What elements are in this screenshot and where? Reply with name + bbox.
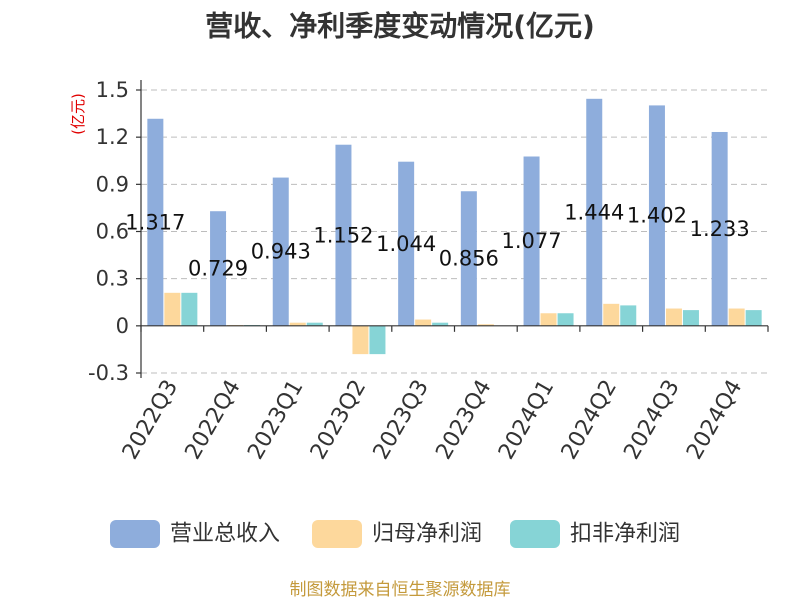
legend-swatch-deducted-net-profit	[510, 520, 560, 548]
data-label: 1.317	[125, 210, 185, 234]
revenue-bar	[648, 105, 665, 326]
net-profit-bar	[665, 308, 682, 326]
revenue-bar	[586, 98, 603, 326]
axes	[136, 80, 769, 378]
revenue-bar	[523, 156, 540, 326]
deducted-net-profit-bar	[745, 310, 762, 326]
data-label: 1.233	[690, 217, 750, 241]
y-tick-label: 1.5	[96, 78, 129, 102]
data-label: 1.044	[376, 232, 436, 256]
y-axis-tick-labels: 1.5 1.2 0.9 0.6 0.3 0 -0.3	[88, 78, 129, 385]
deducted-net-profit-bar	[620, 305, 637, 326]
data-label: 1.077	[501, 229, 561, 253]
legend-label-net-profit: 归母净利润	[372, 522, 482, 547]
x-tick-label: 2024Q4	[682, 376, 747, 464]
net-profit-bar	[603, 303, 620, 326]
revenue-bar	[398, 161, 415, 326]
net-profit-bar	[415, 319, 432, 326]
data-label: 0.729	[188, 257, 248, 281]
legend-swatch-net-profit	[312, 520, 362, 548]
y-tick-label: 0.6	[96, 220, 129, 244]
revenue-bar	[460, 191, 477, 326]
x-tick-label: 2023Q2	[306, 376, 371, 464]
y-tick-label: 0.9	[96, 172, 129, 196]
legend: 营业总收入 归母净利润 扣非净利润	[110, 520, 680, 548]
y-tick-label: 1.2	[96, 125, 129, 149]
bars	[147, 98, 762, 355]
y-tick-label: 0.3	[96, 267, 129, 291]
legend-swatch-revenue	[110, 520, 160, 548]
net-profit-bar	[477, 324, 494, 326]
data-label: 1.444	[564, 200, 624, 224]
net-profit-bar	[352, 325, 369, 355]
source-note: 制图数据来自恒生聚源数据库	[290, 580, 511, 600]
y-tick-label: -0.3	[88, 361, 129, 385]
x-tick-label: 2022Q3	[118, 376, 183, 464]
y-axis-unit-label: (亿元)	[69, 93, 87, 135]
legend-item-net-profit: 归母净利润	[312, 520, 482, 548]
x-tick-label: 2023Q1	[243, 376, 308, 464]
x-tick-label: 2023Q3	[369, 376, 434, 464]
x-tick-label: 2023Q4	[431, 376, 496, 464]
legend-label-revenue: 营业总收入	[170, 522, 280, 547]
data-label: 1.152	[313, 223, 373, 247]
x-tick-label: 2024Q2	[557, 376, 622, 464]
net-profit-bar	[728, 308, 745, 326]
y-tick-label: 0	[116, 314, 129, 338]
deducted-net-profit-bar	[557, 313, 574, 326]
net-profit-bar	[289, 322, 306, 326]
net-profit-bar	[540, 313, 557, 326]
deducted-net-profit-bar	[306, 322, 323, 326]
x-tick-label: 2024Q1	[494, 376, 559, 464]
revenue-bar	[147, 118, 164, 326]
data-label: 1.402	[627, 204, 687, 228]
deducted-net-profit-bar	[369, 325, 386, 355]
revenue-bar	[335, 144, 352, 326]
data-label: 0.943	[251, 240, 311, 264]
deducted-net-profit-bar	[682, 310, 699, 326]
grid-lines	[141, 89, 768, 374]
revenue-bar	[210, 211, 227, 326]
x-axis-tick-labels: 2022Q32022Q42023Q12023Q22023Q32023Q42024…	[118, 376, 748, 464]
revenue-bar	[272, 177, 289, 326]
x-tick-label: 2024Q3	[619, 376, 684, 464]
x-tick-label: 2022Q4	[181, 376, 246, 464]
deducted-net-profit-bar	[432, 322, 449, 326]
data-label: 0.856	[439, 247, 499, 271]
net-profit-bar	[164, 292, 181, 326]
deducted-net-profit-bar	[181, 292, 198, 326]
legend-item-deducted-net-profit: 扣非净利润	[510, 520, 680, 548]
revenue-bar	[711, 131, 728, 326]
legend-item-revenue: 营业总收入	[110, 520, 280, 548]
legend-label-deducted-net-profit: 扣非净利润	[570, 522, 680, 547]
chart-title: 营收、净利季度变动情况(亿元)	[205, 10, 595, 43]
